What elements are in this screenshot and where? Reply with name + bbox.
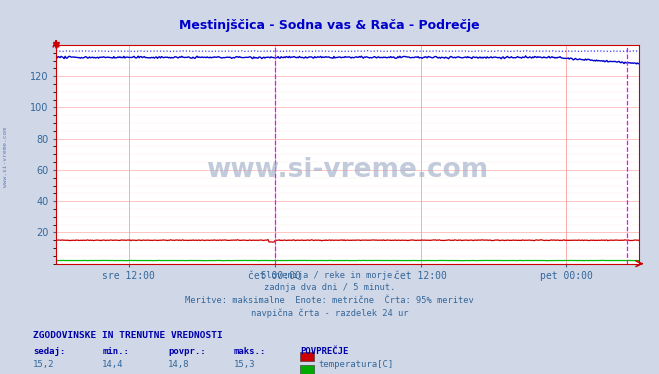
Text: sedaj:: sedaj:	[33, 347, 65, 356]
Bar	[300, 365, 314, 374]
Text: 14,4: 14,4	[102, 360, 124, 369]
Text: 15,3: 15,3	[234, 360, 256, 369]
Text: Slovenija / reke in morje.: Slovenija / reke in morje.	[261, 271, 398, 280]
Text: maks.:: maks.:	[234, 347, 266, 356]
Text: www.si-vreme.com: www.si-vreme.com	[3, 127, 8, 187]
Text: ZGODOVINSKE IN TRENUTNE VREDNOSTI: ZGODOVINSKE IN TRENUTNE VREDNOSTI	[33, 331, 223, 340]
Text: navpična črta - razdelek 24 ur: navpična črta - razdelek 24 ur	[251, 308, 408, 318]
Text: zadnja dva dni / 5 minut.: zadnja dva dni / 5 minut.	[264, 283, 395, 292]
Text: POVPREČJE: POVPREČJE	[300, 347, 348, 356]
Text: Meritve: maksimalne  Enote: metrične  Črta: 95% meritev: Meritve: maksimalne Enote: metrične Črta…	[185, 296, 474, 305]
Text: Mestinjščica - Sodna vas & Rača - Podrečje: Mestinjščica - Sodna vas & Rača - Podreč…	[179, 19, 480, 32]
Text: 15,2: 15,2	[33, 360, 55, 369]
Text: povpr.:: povpr.:	[168, 347, 206, 356]
Text: temperatura[C]: temperatura[C]	[318, 360, 393, 369]
Text: 14,8: 14,8	[168, 360, 190, 369]
Text: min.:: min.:	[102, 347, 129, 356]
Text: www.si-vreme.com: www.si-vreme.com	[206, 157, 489, 183]
Bar	[300, 352, 314, 361]
